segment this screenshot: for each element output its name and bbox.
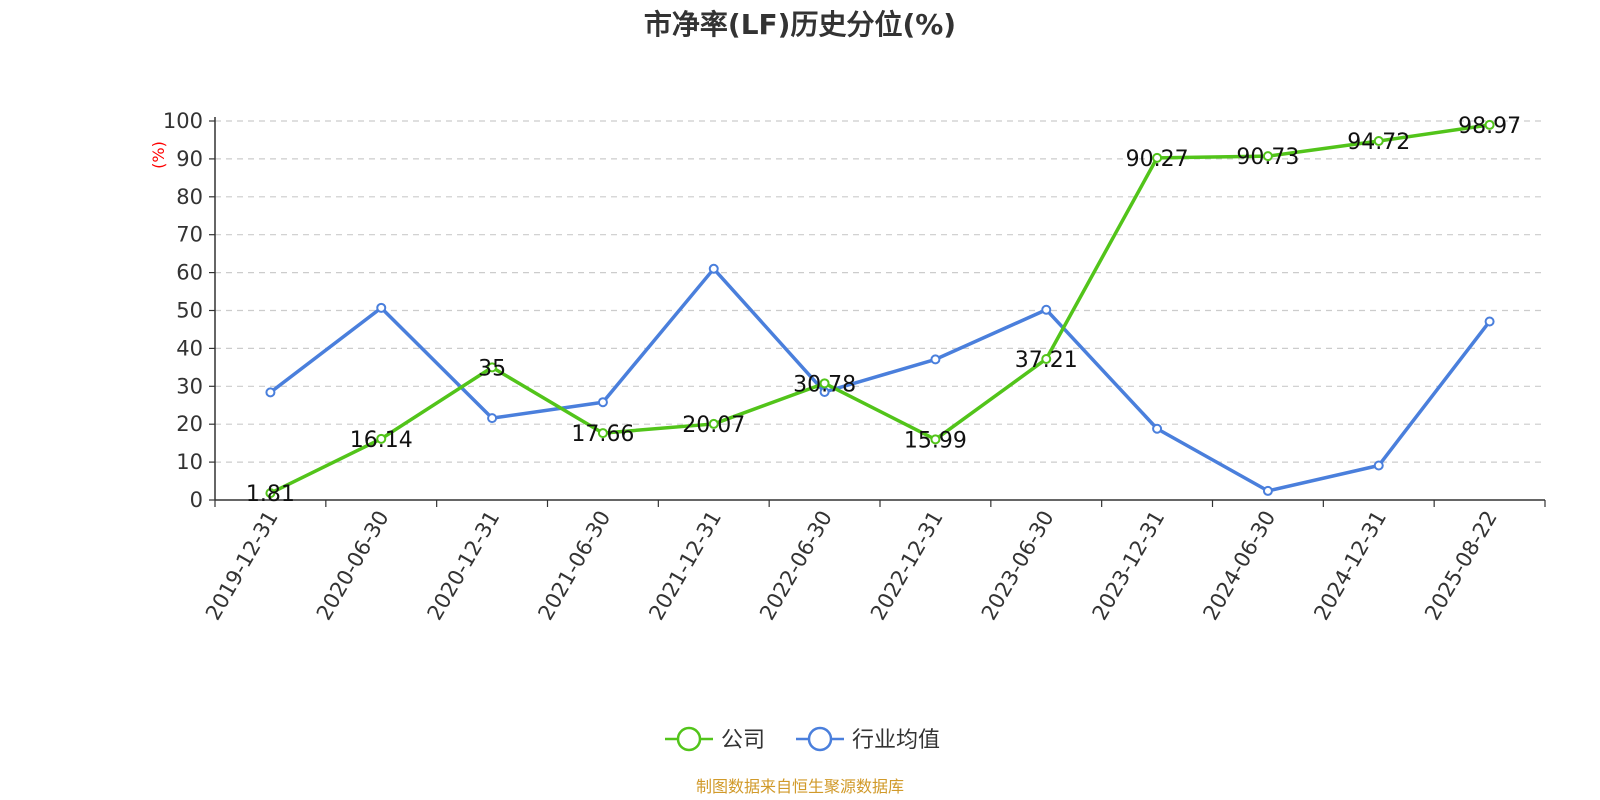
data-label: 94.72 xyxy=(1347,130,1410,155)
series-0-point[interactable] xyxy=(376,433,387,444)
y-tick-label: 0 xyxy=(190,488,203,512)
y-tick-label: 90 xyxy=(176,147,203,171)
x-tick-label: 2022-06-30 xyxy=(755,507,837,625)
series-1-point[interactable] xyxy=(1152,423,1163,434)
y-tick-label: 50 xyxy=(176,299,203,323)
series-0-point[interactable] xyxy=(1262,151,1273,162)
data-label: 15.99 xyxy=(904,428,967,453)
series-0-point[interactable] xyxy=(1484,119,1495,130)
legend-marker xyxy=(676,726,702,752)
y-tick-label: 20 xyxy=(176,412,203,436)
x-tick-label: 2024-12-31 xyxy=(1309,507,1391,625)
series-1-point[interactable] xyxy=(1262,485,1273,496)
series-line-0 xyxy=(269,123,1490,495)
x-tick-label: 2022-12-31 xyxy=(866,507,948,625)
x-tick-label: 2021-06-30 xyxy=(533,507,615,625)
series-0-point[interactable] xyxy=(1041,353,1052,364)
series-1-point[interactable] xyxy=(708,263,719,274)
data-label: 90.73 xyxy=(1236,145,1299,170)
series-0-point[interactable] xyxy=(1373,136,1384,147)
data-labels: 1.81 16.14 35 17.66 20.07 30.78 15.99 37.21 90.2… xyxy=(246,114,1521,507)
y-tick-label: 10 xyxy=(176,450,203,474)
x-tick-label: 2021-12-31 xyxy=(644,507,726,625)
x-tick-label: 2020-06-30 xyxy=(312,507,394,625)
data-label: 90.27 xyxy=(1126,147,1189,172)
series-1-point[interactable] xyxy=(930,354,941,365)
series-0-point[interactable] xyxy=(1152,152,1163,163)
series-1-point[interactable] xyxy=(1484,316,1495,327)
x-tick-label: 2025-08-22 xyxy=(1420,507,1502,625)
legend[interactable]: 公司 行业均值 xyxy=(665,726,940,753)
source-note: 制图数据来自恒生聚源数据库 xyxy=(696,777,904,796)
series-1-point[interactable] xyxy=(597,397,608,408)
series-layer xyxy=(265,119,1495,499)
grid-lines xyxy=(215,120,1545,463)
series-0-point[interactable] xyxy=(930,434,941,445)
legend-item-0[interactable]: 公司 xyxy=(665,726,765,753)
data-label: 37.21 xyxy=(1015,348,1078,373)
series-1-point[interactable] xyxy=(1041,304,1052,315)
series-0-point[interactable] xyxy=(487,362,498,373)
data-label: 16.14 xyxy=(350,428,413,453)
legend-label: 行业均值 xyxy=(852,728,940,753)
series-1-point[interactable] xyxy=(487,413,498,424)
series-1-point[interactable] xyxy=(265,387,276,398)
y-axis-label: (%) xyxy=(149,141,168,169)
series-0-point[interactable] xyxy=(597,428,608,439)
series-0-point[interactable] xyxy=(708,418,719,429)
data-label: 35 xyxy=(478,356,506,381)
x-axis: 2019-12-31 2020-06-30 2020-12-31 2021-06-30… xyxy=(201,499,1546,625)
data-label: 1.81 xyxy=(246,482,295,507)
legend-item-1[interactable]: 行业均值 xyxy=(796,726,940,753)
x-tick-label: 2023-12-31 xyxy=(1088,507,1170,625)
series-0-point[interactable] xyxy=(819,378,830,389)
x-tick-label: 2019-12-31 xyxy=(201,507,283,625)
legend-marker xyxy=(807,726,833,752)
series-1-point[interactable] xyxy=(376,302,387,313)
data-label: 30.78 xyxy=(793,372,856,397)
y-axis: 0 10 20 30 40 50 60 70 80 90 100 xyxy=(163,109,216,512)
data-label: 20.07 xyxy=(682,413,745,438)
y-tick-label: 30 xyxy=(176,374,203,398)
series-1-point[interactable] xyxy=(1373,460,1384,471)
y-tick-label: 100 xyxy=(163,109,203,133)
legend-label: 公司 xyxy=(721,728,765,753)
x-tick-label: 2024-06-30 xyxy=(1198,507,1280,625)
data-label: 98.97 xyxy=(1458,114,1521,139)
y-tick-label: 80 xyxy=(176,185,203,209)
y-tick-label: 40 xyxy=(176,336,203,360)
chart-title: 市净率(LF)历史分位(%) xyxy=(644,8,956,41)
y-tick-label: 60 xyxy=(176,261,203,285)
x-tick-label: 2023-06-30 xyxy=(977,507,1059,625)
data-label: 17.66 xyxy=(571,422,634,447)
y-tick-label: 70 xyxy=(176,223,203,247)
series-line-1 xyxy=(269,267,1491,493)
x-tick-label: 2020-12-31 xyxy=(423,507,505,625)
series-0-point[interactable] xyxy=(265,488,276,499)
